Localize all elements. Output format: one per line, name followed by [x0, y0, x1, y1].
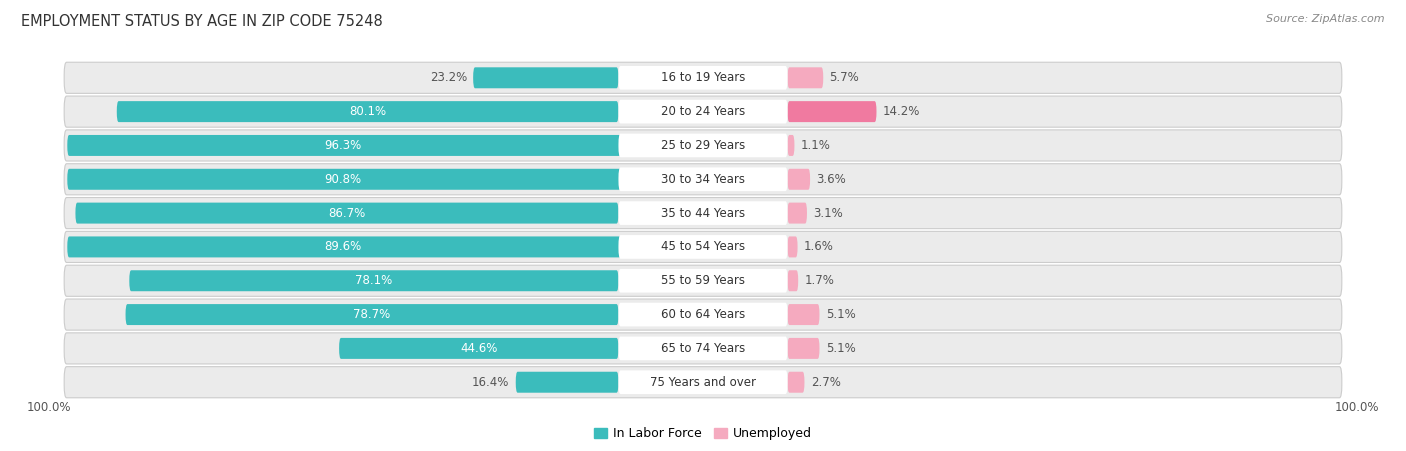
FancyBboxPatch shape — [65, 367, 1341, 398]
Text: 5.1%: 5.1% — [825, 342, 855, 355]
Text: 3.1%: 3.1% — [813, 207, 844, 220]
FancyBboxPatch shape — [787, 101, 876, 122]
FancyBboxPatch shape — [129, 270, 619, 291]
FancyBboxPatch shape — [65, 299, 1341, 330]
Text: 23.2%: 23.2% — [430, 71, 467, 84]
FancyBboxPatch shape — [67, 236, 628, 258]
Text: 25 to 29 Years: 25 to 29 Years — [661, 139, 745, 152]
FancyBboxPatch shape — [787, 338, 820, 359]
Text: 75 Years and over: 75 Years and over — [650, 376, 756, 389]
Text: 100.0%: 100.0% — [1334, 401, 1379, 414]
FancyBboxPatch shape — [117, 101, 619, 122]
Text: 89.6%: 89.6% — [325, 240, 361, 253]
Text: 60 to 64 Years: 60 to 64 Years — [661, 308, 745, 321]
FancyBboxPatch shape — [65, 333, 1341, 364]
FancyBboxPatch shape — [65, 164, 1341, 195]
Text: 35 to 44 Years: 35 to 44 Years — [661, 207, 745, 220]
FancyBboxPatch shape — [65, 62, 1341, 93]
Text: 5.1%: 5.1% — [825, 308, 855, 321]
Text: 100.0%: 100.0% — [27, 401, 72, 414]
Text: 14.2%: 14.2% — [883, 105, 920, 118]
FancyBboxPatch shape — [619, 370, 787, 394]
FancyBboxPatch shape — [516, 372, 619, 393]
Text: 5.7%: 5.7% — [830, 71, 859, 84]
Text: 80.1%: 80.1% — [349, 105, 387, 118]
FancyBboxPatch shape — [65, 265, 1341, 296]
Text: 78.7%: 78.7% — [353, 308, 391, 321]
FancyBboxPatch shape — [619, 133, 787, 157]
FancyBboxPatch shape — [339, 338, 619, 359]
FancyBboxPatch shape — [787, 270, 799, 291]
Text: 16 to 19 Years: 16 to 19 Years — [661, 71, 745, 84]
FancyBboxPatch shape — [619, 269, 787, 293]
Text: 44.6%: 44.6% — [460, 342, 498, 355]
FancyBboxPatch shape — [474, 67, 619, 88]
FancyBboxPatch shape — [65, 198, 1341, 229]
FancyBboxPatch shape — [619, 303, 787, 327]
FancyBboxPatch shape — [787, 202, 807, 224]
Text: 20 to 24 Years: 20 to 24 Years — [661, 105, 745, 118]
Text: 45 to 54 Years: 45 to 54 Years — [661, 240, 745, 253]
FancyBboxPatch shape — [619, 336, 787, 360]
FancyBboxPatch shape — [787, 304, 820, 325]
Text: 16.4%: 16.4% — [472, 376, 509, 389]
FancyBboxPatch shape — [619, 66, 787, 90]
FancyBboxPatch shape — [787, 67, 824, 88]
FancyBboxPatch shape — [619, 167, 787, 191]
FancyBboxPatch shape — [76, 202, 619, 224]
Text: 1.1%: 1.1% — [800, 139, 831, 152]
FancyBboxPatch shape — [787, 372, 804, 393]
FancyBboxPatch shape — [787, 169, 810, 190]
Text: 78.1%: 78.1% — [356, 274, 392, 287]
Text: 1.6%: 1.6% — [804, 240, 834, 253]
FancyBboxPatch shape — [619, 235, 787, 259]
FancyBboxPatch shape — [67, 169, 636, 190]
Text: 90.8%: 90.8% — [325, 173, 361, 186]
FancyBboxPatch shape — [65, 231, 1341, 262]
FancyBboxPatch shape — [67, 135, 671, 156]
Text: 1.7%: 1.7% — [804, 274, 834, 287]
FancyBboxPatch shape — [787, 135, 794, 156]
Legend: In Labor Force, Unemployed: In Labor Force, Unemployed — [589, 423, 817, 446]
Text: 55 to 59 Years: 55 to 59 Years — [661, 274, 745, 287]
FancyBboxPatch shape — [787, 236, 797, 258]
Text: 30 to 34 Years: 30 to 34 Years — [661, 173, 745, 186]
FancyBboxPatch shape — [619, 100, 787, 124]
FancyBboxPatch shape — [619, 201, 787, 225]
Text: 86.7%: 86.7% — [329, 207, 366, 220]
Text: 3.6%: 3.6% — [817, 173, 846, 186]
Text: 96.3%: 96.3% — [325, 139, 361, 152]
Text: Source: ZipAtlas.com: Source: ZipAtlas.com — [1267, 14, 1385, 23]
FancyBboxPatch shape — [65, 96, 1341, 127]
Text: 65 to 74 Years: 65 to 74 Years — [661, 342, 745, 355]
FancyBboxPatch shape — [65, 130, 1341, 161]
Text: 2.7%: 2.7% — [811, 376, 841, 389]
FancyBboxPatch shape — [125, 304, 619, 325]
Text: EMPLOYMENT STATUS BY AGE IN ZIP CODE 75248: EMPLOYMENT STATUS BY AGE IN ZIP CODE 752… — [21, 14, 382, 28]
